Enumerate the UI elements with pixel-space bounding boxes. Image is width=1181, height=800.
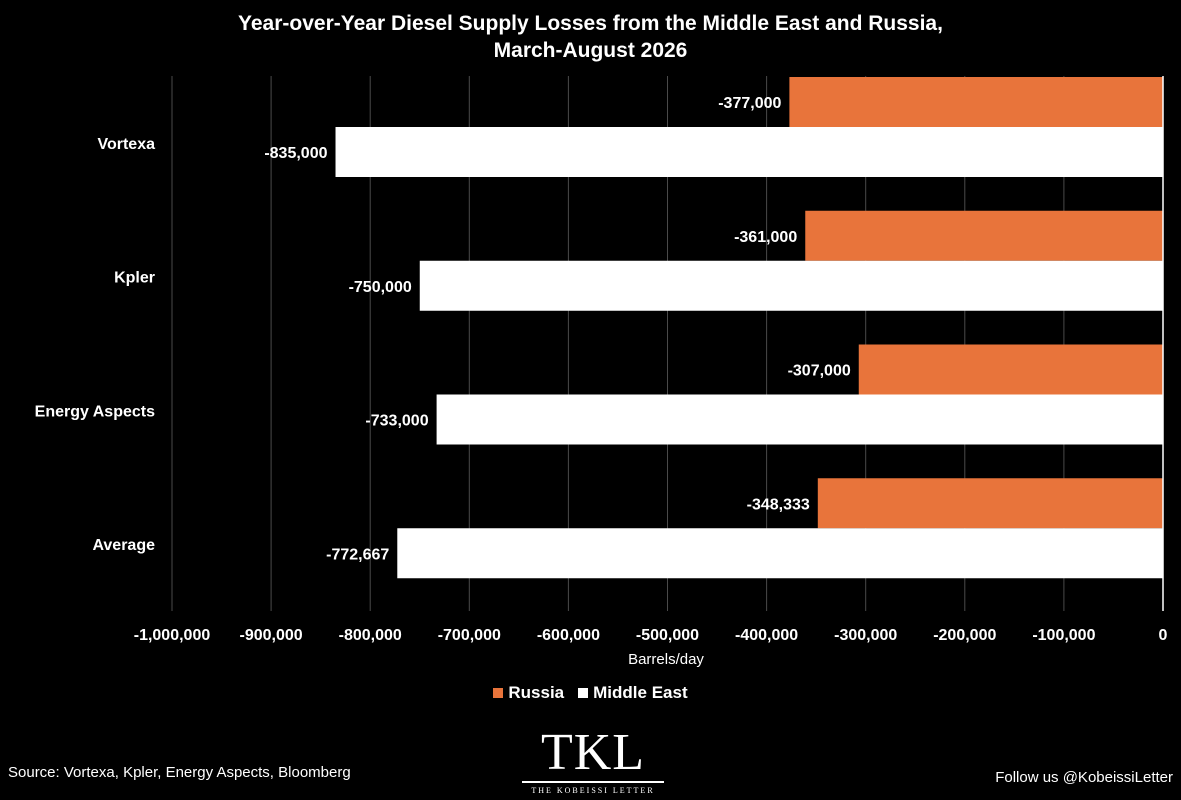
bar-middle-east-kpler [419,260,1163,311]
data-label-russia-kpler: -361,000 [734,229,797,246]
tick-label-200-000: -200,000 [933,627,996,644]
legend-label-russia: Russia [508,683,565,702]
category-label-average: Average [92,537,155,554]
bar-middle-east-energy-aspects [436,394,1163,445]
bars [335,77,1164,579]
tick-label-700-000: -700,000 [438,627,501,644]
bar-russia-average [817,478,1163,529]
bar-russia-energy-aspects [858,344,1163,395]
tick-label-1-000-000: -1,000,000 [134,627,211,644]
category-label-energy-aspects: Energy Aspects [35,403,155,420]
chart-title: Year-over-Year Diesel Supply Losses from… [0,10,1181,64]
data-label-russia-energy-aspects: -307,000 [788,363,851,380]
data-label-middle-east-average: -772,667 [326,546,389,563]
data-label-russia-average: -348,333 [747,496,810,513]
logo-subtitle: THE KOBEISSI LETTER [531,786,655,795]
legend-item-middle-east: Middle East [578,683,688,703]
legend-label-middle-east: Middle East [593,683,688,702]
tick-label-300-000: -300,000 [834,627,897,644]
tick-label-900-000: -900,000 [240,627,303,644]
category-label-vortexa: Vortexa [97,136,155,153]
bar-chart: -1,000,000 -900,000 -800,000 -700,000 -600,0… [35,76,1168,668]
chart-title-line-1: Year-over-Year Diesel Supply Losses from… [238,12,943,35]
tick-label-400-000: -400,000 [735,627,798,644]
tick-label-600-000: -600,000 [537,627,600,644]
bar-russia-vortexa [789,77,1163,127]
legend: Russia Middle East [0,683,1181,703]
legend-swatch-middle-east [578,688,589,698]
legend-item-russia: Russia [493,683,564,703]
tick-label-0: 0 [1159,627,1168,644]
labels: -1,000,000 -900,000 -800,000 -700,000 -600,0… [35,95,1168,644]
tick-label-500-000: -500,000 [636,627,699,644]
tick-label-100-000: -100,000 [1032,627,1095,644]
x-axis-title: Barrels/day [628,651,704,668]
bar-russia-kpler [805,210,1163,261]
category-label-kpler: Kpler [114,270,155,287]
logo-mark: TKL [522,727,664,783]
data-label-middle-east-vortexa: -835,000 [264,145,327,162]
follow-note: Follow us @KobeissiLetter [995,769,1173,786]
legend-swatch-russia [493,688,504,698]
bar-middle-east-average [397,528,1164,579]
data-label-middle-east-energy-aspects: -733,000 [365,413,428,430]
data-label-russia-vortexa: -377,000 [718,95,781,112]
source-note: Source: Vortexa, Kpler, Energy Aspects, … [8,764,351,781]
chart-title-line-2: March-August 2026 [493,39,688,62]
kobeissi-logo: TKL THE KOBEISSI LETTER [522,727,664,795]
tick-label-800-000: -800,000 [339,627,402,644]
data-label-middle-east-kpler: -750,000 [349,279,412,296]
bar-middle-east-vortexa [335,127,1163,177]
